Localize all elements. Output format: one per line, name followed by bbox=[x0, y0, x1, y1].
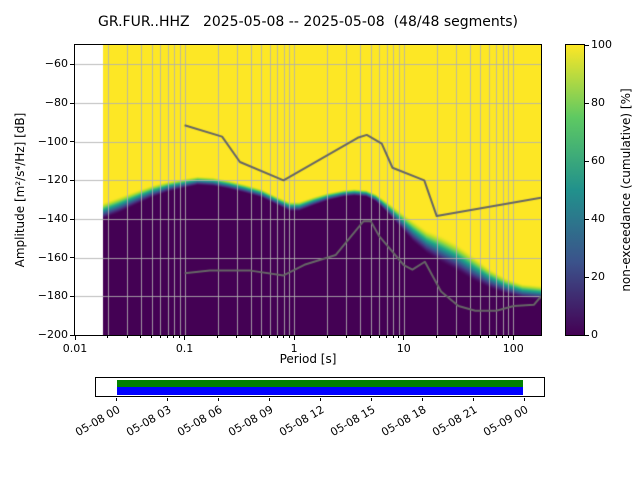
time-tick bbox=[268, 398, 270, 401]
y-tick-label: −60 bbox=[44, 57, 68, 71]
x-tick-label: 100 bbox=[502, 342, 524, 355]
colorbar-tick-label: 0 bbox=[591, 328, 598, 341]
x-minor-tick bbox=[495, 336, 497, 338]
x-minor-tick bbox=[159, 336, 161, 338]
time-tick bbox=[166, 398, 168, 401]
x-major-tick bbox=[512, 336, 514, 340]
ppsd-heatmap-canvas bbox=[75, 45, 541, 335]
x-minor-tick bbox=[167, 336, 169, 338]
time-tick bbox=[217, 398, 219, 401]
y-tick-label: −160 bbox=[37, 250, 68, 264]
x-minor-tick bbox=[269, 336, 271, 338]
colorbar bbox=[565, 44, 585, 336]
plot-title: GR.FUR..HHZ 2025-05-08 -- 2025-05-08 (48… bbox=[98, 14, 518, 30]
x-major-tick bbox=[403, 336, 405, 340]
colorbar-tick bbox=[585, 334, 589, 336]
x-major-tick bbox=[74, 336, 76, 340]
y-major-tick bbox=[70, 257, 75, 259]
colorbar-label: non-exceedance (cumulative) [%] bbox=[619, 88, 633, 292]
y-tick-label: −180 bbox=[37, 289, 68, 303]
colorbar-tick-label: 20 bbox=[591, 270, 605, 283]
colorbar-tick-label: 80 bbox=[591, 96, 605, 109]
x-minor-tick bbox=[386, 336, 388, 338]
x-minor-tick bbox=[479, 336, 481, 338]
y-tick-label: −100 bbox=[37, 134, 68, 148]
coverage-bar-segments bbox=[117, 387, 523, 395]
x-minor-tick bbox=[173, 336, 175, 338]
colorbar-tick bbox=[585, 102, 589, 104]
colorbar-tick bbox=[585, 276, 589, 278]
x-major-tick bbox=[184, 336, 186, 340]
time-coverage-box bbox=[95, 377, 545, 397]
x-tick-label: 0.01 bbox=[62, 342, 88, 355]
time-tick bbox=[523, 398, 525, 401]
x-minor-tick bbox=[151, 336, 153, 338]
colorbar-tick bbox=[585, 218, 589, 220]
time-tick bbox=[472, 398, 474, 401]
colorbar-tick-label: 40 bbox=[591, 212, 605, 225]
x-minor-tick bbox=[345, 336, 347, 338]
y-tick-label: −120 bbox=[37, 173, 68, 187]
x-minor-tick bbox=[370, 336, 372, 338]
x-minor-tick bbox=[488, 336, 490, 338]
y-major-tick bbox=[70, 102, 75, 104]
y-tick-label: −80 bbox=[44, 96, 68, 109]
colorbar-tick-label: 100 bbox=[591, 38, 612, 51]
colorbar-tick bbox=[585, 44, 589, 46]
time-tick bbox=[115, 398, 117, 401]
x-minor-tick bbox=[140, 336, 142, 338]
x-minor-tick bbox=[507, 336, 509, 338]
x-minor-tick bbox=[126, 336, 128, 338]
coverage-bar-data bbox=[117, 380, 523, 387]
y-tick-label: −200 bbox=[37, 328, 68, 341]
x-minor-tick bbox=[250, 336, 252, 338]
x-minor-tick bbox=[398, 336, 400, 338]
x-minor-tick bbox=[359, 336, 361, 338]
x-minor-tick bbox=[217, 336, 219, 338]
time-tick bbox=[421, 398, 423, 401]
x-minor-tick bbox=[276, 336, 278, 338]
x-minor-tick bbox=[436, 336, 438, 338]
x-minor-tick bbox=[283, 336, 285, 338]
x-axis-label: Period [s] bbox=[279, 352, 337, 366]
x-major-tick bbox=[293, 336, 295, 340]
y-major-tick bbox=[70, 141, 75, 143]
x-minor-tick bbox=[326, 336, 328, 338]
time-tick bbox=[319, 398, 321, 401]
x-minor-tick bbox=[469, 336, 471, 338]
x-minor-tick bbox=[392, 336, 394, 338]
y-major-tick bbox=[70, 295, 75, 297]
colorbar-tick bbox=[585, 160, 589, 162]
x-minor-tick bbox=[236, 336, 238, 338]
x-tick-label: 1 bbox=[290, 342, 298, 355]
time-tick bbox=[370, 398, 372, 401]
x-minor-tick bbox=[502, 336, 504, 338]
x-tick-label: 0.1 bbox=[175, 342, 194, 355]
y-major-tick bbox=[70, 179, 75, 181]
x-tick-label: 10 bbox=[396, 342, 411, 355]
y-tick-label: −140 bbox=[37, 212, 68, 225]
x-minor-tick bbox=[179, 336, 181, 338]
x-minor-tick bbox=[455, 336, 457, 338]
x-minor-tick bbox=[378, 336, 380, 338]
x-minor-tick bbox=[260, 336, 262, 338]
x-minor-tick bbox=[288, 336, 290, 338]
x-minor-tick bbox=[107, 336, 109, 338]
y-major-tick bbox=[70, 334, 75, 336]
y-major-tick bbox=[70, 218, 75, 220]
y-major-tick bbox=[70, 63, 75, 65]
y-axis-label: Amplitude [m²/s⁴/Hz] [dB] bbox=[13, 112, 27, 268]
colorbar-tick-label: 60 bbox=[591, 154, 605, 167]
